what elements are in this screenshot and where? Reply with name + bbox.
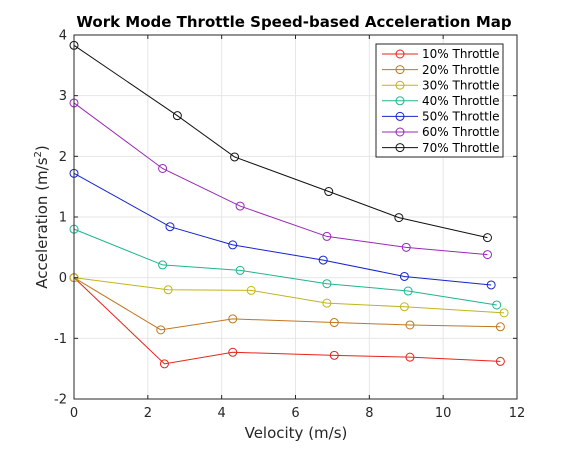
y-tick-label: 0 xyxy=(59,271,67,286)
data-point xyxy=(246,285,256,295)
y-axis-label: Acceleration (m/s2) xyxy=(33,145,51,289)
legend-marker xyxy=(395,111,405,121)
y-axis-label-superscript: 2 xyxy=(33,151,44,157)
y-axis-label-main: Acceleration (m/s xyxy=(33,157,51,288)
series-5 xyxy=(69,168,496,290)
y-tick-label: 2 xyxy=(59,150,67,165)
data-point xyxy=(492,300,502,310)
series-layer xyxy=(69,40,509,369)
data-point xyxy=(495,356,505,366)
data-point xyxy=(228,240,238,250)
data-point xyxy=(156,325,166,335)
legend-label: 30% Throttle xyxy=(422,78,500,92)
x-tick-label: 4 xyxy=(218,406,226,421)
data-point xyxy=(403,286,413,296)
y-tick-label: -1 xyxy=(54,332,67,347)
data-point xyxy=(235,265,245,275)
data-point xyxy=(228,347,238,357)
data-point xyxy=(399,302,409,312)
legend-label: 40% Throttle xyxy=(422,94,500,108)
data-point xyxy=(399,271,409,281)
data-point xyxy=(158,163,168,173)
data-point xyxy=(401,242,411,252)
data-point xyxy=(228,314,238,324)
legend-item: 50% Throttle xyxy=(382,110,500,124)
legend-marker xyxy=(395,96,405,106)
legend-label: 10% Throttle xyxy=(422,47,500,61)
y-tick-label: 1 xyxy=(59,211,67,226)
x-axis-label: Velocity (m/s) xyxy=(245,424,348,442)
data-point xyxy=(405,352,415,362)
legend-label: 50% Throttle xyxy=(422,110,500,124)
x-tick-label: 2 xyxy=(144,406,152,421)
data-point xyxy=(159,359,169,369)
series-line xyxy=(73,172,492,286)
data-point xyxy=(318,255,328,265)
x-tick-label: 12 xyxy=(509,406,526,421)
y-tick-label: 4 xyxy=(59,29,67,44)
data-point xyxy=(486,280,496,290)
data-point xyxy=(322,298,332,308)
legend-marker xyxy=(395,80,405,90)
series-2 xyxy=(69,273,505,335)
legend-item: 10% Throttle xyxy=(382,47,500,61)
series-line xyxy=(73,277,505,314)
data-point xyxy=(482,233,492,243)
data-point xyxy=(165,222,175,232)
series-7 xyxy=(69,40,492,243)
series-line xyxy=(73,44,488,239)
y-axis-label-close: ) xyxy=(33,145,51,151)
x-tick-label: 0 xyxy=(70,406,78,421)
data-point xyxy=(235,201,245,211)
series-line xyxy=(73,228,497,306)
data-point xyxy=(482,250,492,260)
data-point xyxy=(324,187,334,197)
legend-item: 30% Throttle xyxy=(382,78,500,92)
data-point xyxy=(495,322,505,332)
legend-item: 20% Throttle xyxy=(382,63,500,77)
data-point xyxy=(230,152,240,162)
x-tick-label: 6 xyxy=(291,406,299,421)
x-tick-label: 8 xyxy=(365,406,373,421)
series-line xyxy=(73,277,501,365)
legend-marker xyxy=(395,65,405,75)
series-line xyxy=(73,102,488,256)
chart-title: Work Mode Throttle Speed-based Accelerat… xyxy=(76,13,512,31)
legend-marker xyxy=(395,49,405,59)
data-point xyxy=(329,350,339,360)
legend-label: 60% Throttle xyxy=(422,125,500,139)
legend-item: 60% Throttle xyxy=(382,125,500,139)
data-point xyxy=(163,285,173,295)
legend-marker xyxy=(395,143,405,153)
legend-label: 20% Throttle xyxy=(422,63,500,77)
data-point xyxy=(405,320,415,330)
data-point xyxy=(329,318,339,328)
legend-item: 70% Throttle xyxy=(382,141,500,155)
data-point xyxy=(499,308,509,318)
legend-label: 70% Throttle xyxy=(422,141,500,155)
data-point xyxy=(172,111,182,121)
y-tick-label: 3 xyxy=(59,89,67,104)
legend-marker xyxy=(395,127,405,137)
legend-item: 40% Throttle xyxy=(382,94,500,108)
x-tick-label: 10 xyxy=(435,406,452,421)
data-point xyxy=(322,279,332,289)
data-point xyxy=(158,260,168,270)
data-point xyxy=(394,213,404,223)
series-line xyxy=(73,277,501,331)
y-tick-label: -2 xyxy=(54,393,67,408)
data-point xyxy=(322,231,332,241)
